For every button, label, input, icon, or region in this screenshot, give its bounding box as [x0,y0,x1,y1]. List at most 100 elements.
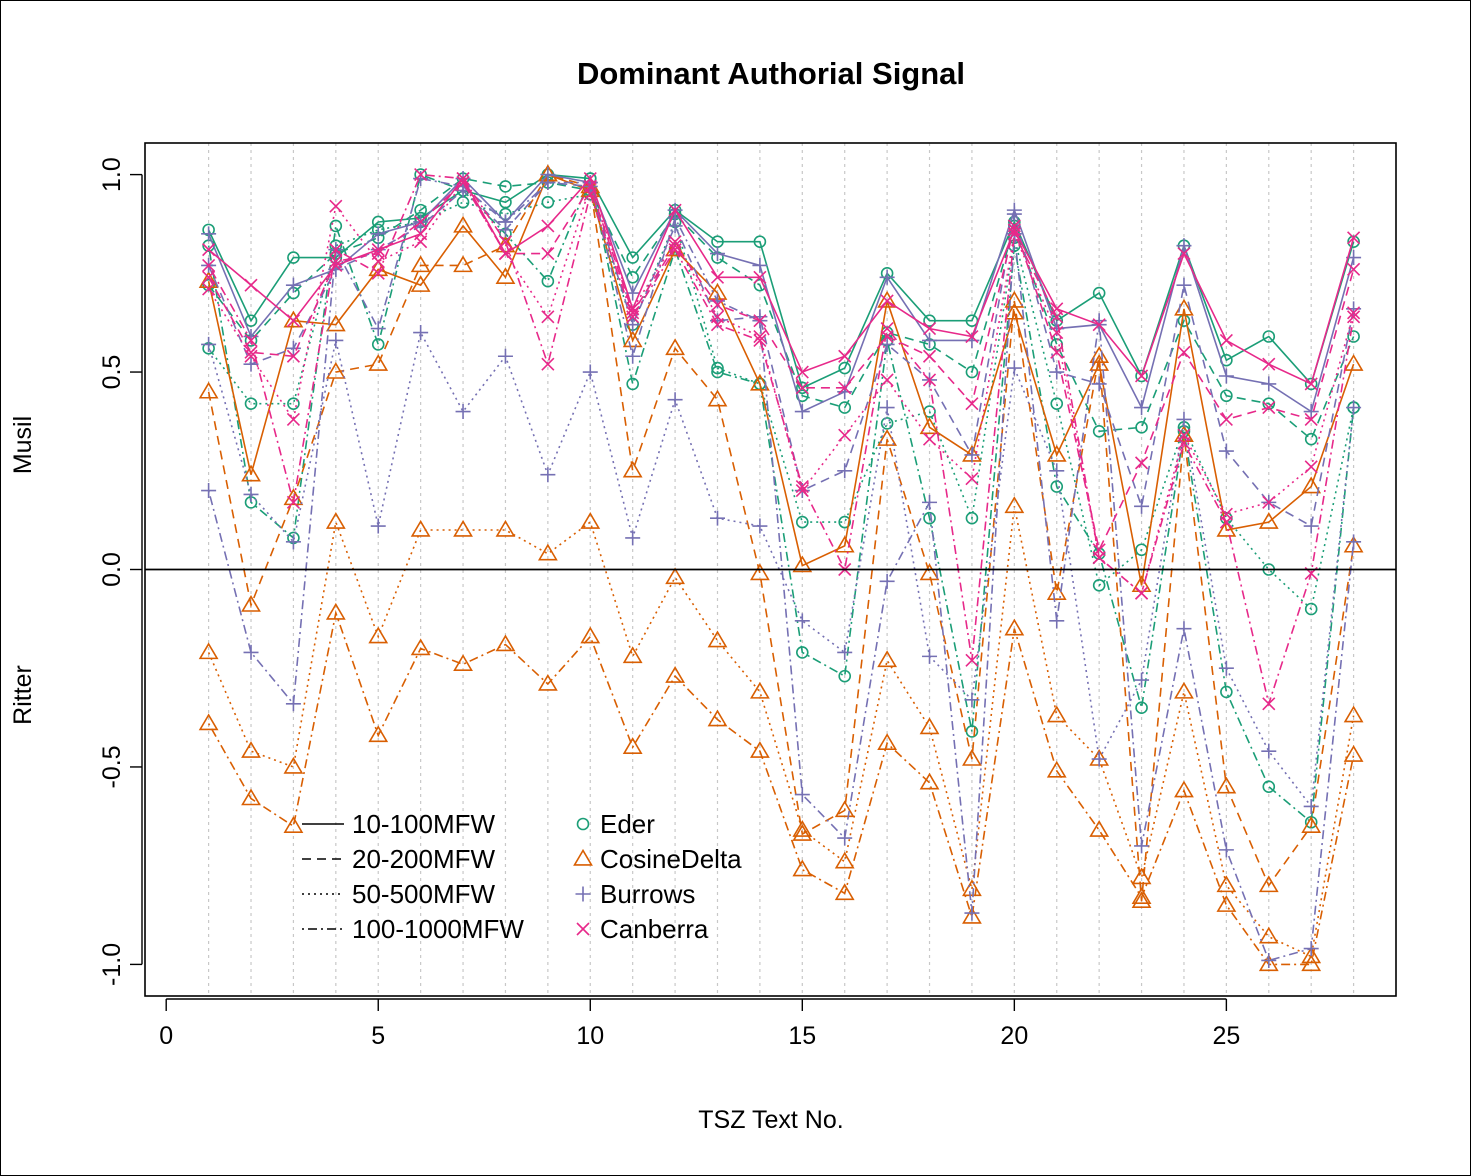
series-burrows-50-500mfw [201,325,1362,814]
series-burrows-100-1000mfw-point-21 [1049,613,1065,629]
series-cosinedelta-20-200mfw-point-11 [622,460,643,478]
series-canberra-50-500mfw-point-18 [922,432,937,446]
series-eder-10-100mfw-point-27 [1304,377,1318,391]
series-cosinedelta-10-100mfw-point-15 [792,555,813,573]
legend-marker-cosinedelta [573,848,593,866]
series-canberra-20-200mfw-point-23 [1134,456,1149,470]
series-eder-50-500mfw-line [207,193,1355,611]
series-canberra-100-1000mfw-point-24 [1177,436,1191,450]
series-canberra-100-1000mfw-point-3 [286,495,300,509]
series-canberra-100-1000mfw-point-21 [1050,310,1064,324]
series-canberra-50-500mfw-point-19 [965,472,979,486]
series-cosinedelta-20-200mfw-point-24 [1174,425,1194,442]
series-canberra-20-200mfw-point-11 [626,306,640,320]
series-canberra-10-100mfw-point-23 [1134,369,1149,383]
series-canberra-10-100mfw-point-3 [286,314,300,328]
series-burrows-100-1000mfw-point-3 [285,696,301,712]
series-burrows-100-1000mfw-point-19 [964,905,980,921]
series-canberra-50-500mfw-point-21 [1050,325,1064,340]
x-axis-label: TSZ Text No. [698,1106,843,1134]
series-cosinedelta-10-100mfw-point-3 [283,310,304,328]
series-burrows-50-500mfw-point-11 [625,530,641,546]
axes: 0 5 10 15 20 25 -1.0 -0.5 0.0 0.5 1.0 [98,142,1397,1050]
series-burrows-10-100mfw-point-25 [1218,368,1234,384]
legend-marker-burrows [575,886,591,902]
series-canberra-10-100mfw-point-15 [795,365,809,379]
series-cosinedelta-50-500mfw-point-21 [1046,705,1067,723]
series-burrows-10-100mfw-point-14 [752,257,768,273]
series-canberra-20-200mfw-point-12 [668,239,682,253]
series-canberra-100-1000mfw-point-18 [922,373,937,387]
series-canberra-100-1000mfw-point-23 [1134,586,1149,600]
series-burrows-50-500mfw-point-18 [922,648,938,664]
series-cosinedelta-50-500mfw-point-5 [368,626,389,644]
series-cosinedelta-10-100mfw-point-4 [325,314,346,332]
series-canberra-20-200mfw-point-14 [753,314,767,328]
series-cosinedelta-50-500mfw-point-13 [707,630,728,648]
series-burrows-50-500mfw-point-21 [1049,463,1065,479]
series-canberra-100-1000mfw-point-25 [1219,515,1233,529]
series-burrows-50-500mfw-point-27 [1303,798,1319,814]
series-cosinedelta-20-200mfw-point-26 [1258,875,1279,893]
series-burrows-50-500mfw-point-25 [1218,660,1234,676]
series-burrows-10-100mfw-line [207,173,1355,413]
series-canberra-20-200mfw-point-4 [329,254,343,269]
series-eder-10-100mfw-line [207,173,1355,389]
series-canberra-100-1000mfw-point-6 [414,168,428,182]
series-canberra-50-500mfw-point-8 [498,247,513,261]
series-cosinedelta-10-100mfw-point-25 [1216,519,1237,537]
series-burrows-100-1000mfw-point-26 [1261,952,1277,968]
series-canberra-20-200mfw-line [207,181,1355,553]
series-burrows-10-100mfw-point-5 [370,226,386,242]
series-cosinedelta-100-1000mfw-point-7 [453,654,473,672]
series-burrows-20-200mfw-point-28 [1346,301,1362,317]
series-cosinedelta-100-1000mfw-point-13 [707,709,728,727]
series-canberra-10-100mfw-point-1 [202,243,216,257]
series-burrows-20-200mfw-point-21 [1049,364,1065,380]
series-cosinedelta-50-500mfw-point-14 [749,681,770,699]
series-eder-10-100mfw-point-18 [923,314,936,328]
plot-box [144,142,1397,997]
series-burrows-50-500mfw-point-9 [540,467,556,483]
series-burrows-100-1000mfw-point-15 [794,787,810,803]
series-canberra-100-1000mfw-point-13 [710,318,725,332]
series-cosinedelta-100-1000mfw-point-6 [410,638,431,656]
series-eder-100-1000mfw-point-25 [1220,685,1233,699]
series-eder-10-100mfw-point-8 [499,195,512,209]
series-canberra-50-500mfw-point-9 [541,310,555,324]
series-cosinedelta-20-200mfw-point-23 [1131,891,1152,908]
series-canberra-50-500mfw-point-28 [1347,306,1361,320]
series-canberra-50-500mfw-point-1 [202,282,216,296]
series-cosinedelta-50-500mfw-point-10 [580,512,601,529]
series-canberra-50-500mfw-point-26 [1262,495,1276,509]
series-eder-20-200mfw-point-23 [1135,421,1148,434]
series-canberra-10-100mfw-point-26 [1262,357,1276,371]
series-cosinedelta-100-1000mfw-point-18 [919,772,940,790]
series-cosinedelta-50-500mfw-point-3 [283,756,304,774]
series-canberra-20-200mfw-point-3 [286,349,300,363]
series-eder-10-100mfw-point-28 [1347,235,1360,249]
series-cosinedelta-100-1000mfw-point-23 [1131,887,1152,905]
series-cosinedelta-10-100mfw-point-8 [495,267,516,285]
series-burrows-100-1000mfw-point-5 [370,321,386,337]
series-burrows-50-500mfw-point-6 [413,325,429,341]
series-cosinedelta-10-100mfw-line [207,173,1355,586]
series-burrows-50-500mfw-point-19 [964,692,980,708]
series-burrows-100-1000mfw-point-18 [922,494,938,510]
series-canberra-20-200mfw-point-25 [1219,412,1233,427]
series-canberra-10-100mfw-point-22 [1092,318,1106,332]
legend: 10-100MFW 20-200MFW 50-500MFW 100-1000MF… [302,809,742,944]
series-canberra-20-200mfw-point-13 [710,298,725,312]
series-canberra-100-1000mfw-point-22 [1092,551,1106,565]
series-cosinedelta-100-1000mfw-point-16 [834,883,855,901]
series-cosinedelta-50-500mfw-point-12 [665,567,685,585]
series-cosinedelta-100-1000mfw [198,602,1364,972]
series-canberra-10-100mfw-point-12 [668,203,682,217]
series-eder-10-100mfw-point-16 [838,361,852,375]
legend-label-canberra: Canberra [600,914,709,944]
series-cosinedelta-50-500mfw-point-6 [410,519,431,537]
series-burrows-50-500mfw-point-1 [201,336,217,352]
series-cosinedelta-10-100mfw-point-7 [453,215,473,233]
series-cosinedelta-50-500mfw-point-28 [1343,705,1364,723]
